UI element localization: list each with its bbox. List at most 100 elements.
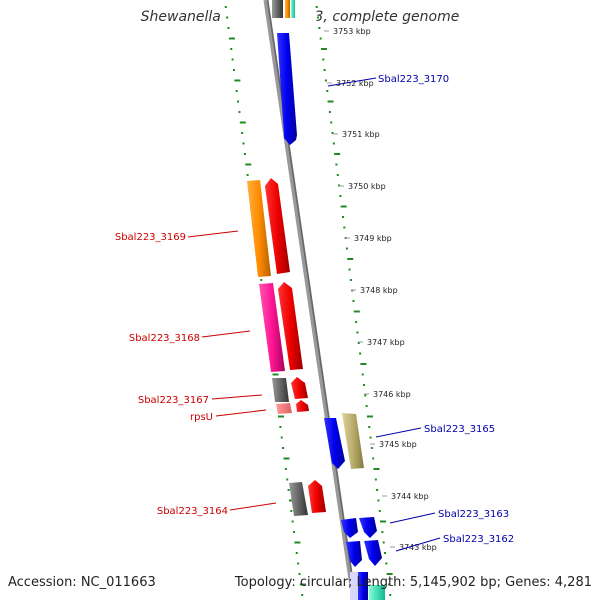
tick-label: 3745 kbp	[379, 440, 417, 449]
gc-dot	[380, 520, 387, 523]
gene-label-line	[327, 77, 377, 87]
gene-sbal223-3170[interactable]	[277, 33, 297, 145]
gene-label-line	[229, 502, 277, 511]
gc-dot	[286, 478, 289, 481]
gc-dot	[384, 552, 386, 554]
gc-dot	[299, 583, 306, 586]
gc-dot	[294, 541, 301, 544]
gene-sbal223-3162-b[interactable]	[364, 540, 382, 566]
gc-dot	[364, 394, 367, 397]
gene-rpsu-red[interactable]	[296, 400, 309, 412]
tick-label: 3753 kbp	[333, 27, 371, 36]
gene-sbal223-3165[interactable]	[324, 418, 345, 469]
gc-dot	[348, 268, 351, 271]
gc-dot	[278, 415, 285, 418]
gc-dot	[323, 69, 326, 71]
gc-dot	[297, 562, 300, 565]
backbone-line	[263, 0, 357, 600]
gene-sbal223-3169[interactable]	[247, 180, 271, 277]
gene-label-line	[211, 394, 263, 400]
tick-label: 3748 kbp	[360, 286, 398, 295]
gene-sbal223-3169-red[interactable]	[265, 178, 290, 274]
gc-dot	[369, 436, 372, 439]
gene-sbal223-3168[interactable]	[259, 283, 285, 372]
tick-label: 3746 kbp	[373, 390, 411, 399]
tick-label: 3750 kbp	[348, 182, 386, 191]
gc-dot	[357, 342, 360, 344]
gc-dot	[335, 163, 338, 166]
gene-labels: Sbal223_3170 Sbal223_3169 Sbal223_3168 Sbal…	[115, 74, 514, 552]
gene-sbal223-3162[interactable]	[346, 541, 362, 567]
gc-dot	[238, 111, 241, 113]
gc-dot	[385, 562, 388, 565]
gc-dot	[319, 37, 322, 40]
gc-dot	[291, 520, 294, 523]
tick-label: 3747 kbp	[367, 338, 405, 347]
tick-label: 3744 kbp	[391, 492, 429, 501]
gc-dot	[342, 216, 344, 218]
gene-bottom-blue[interactable]	[358, 572, 368, 600]
gc-dot	[349, 279, 352, 281]
gc-dot	[224, 6, 227, 8]
gene-top-gray[interactable]	[272, 0, 283, 18]
gc-dot	[368, 426, 371, 428]
gc-dot	[365, 405, 368, 407]
gc-dot	[322, 58, 325, 61]
gene-label: Sbal223_3168	[129, 333, 200, 344]
gc-dot	[361, 373, 364, 376]
gene-top-teal[interactable]	[291, 0, 295, 18]
gene-sbal223-3167[interactable]	[272, 378, 289, 402]
gc-dot	[239, 121, 246, 124]
genome-summary-text: Topology: circular; Length: 5,145,902 bp…	[234, 575, 592, 590]
gene-label-line	[201, 330, 251, 338]
gc-dot	[382, 541, 385, 544]
gc-dot	[370, 447, 373, 449]
gene-top-orange[interactable]	[285, 0, 290, 18]
gene-sbal223-3168-red[interactable]	[278, 282, 303, 370]
gc-dot	[231, 58, 234, 61]
gc-dot	[235, 90, 238, 92]
gc-dot	[284, 468, 287, 470]
gc-dot	[232, 69, 235, 71]
gc-dot	[237, 100, 240, 103]
gene-sbal223-3164[interactable]	[289, 482, 308, 516]
gc-dot	[363, 384, 365, 386]
gene-sbal223-3164-red[interactable]	[308, 480, 326, 513]
gene-label-line	[395, 537, 441, 552]
gene-bottom-teal[interactable]	[369, 585, 385, 600]
gc-dot	[242, 142, 245, 145]
gc-dot	[287, 489, 290, 491]
map-band	[222, 0, 388, 600]
gene-label: Sbal223_3165	[424, 424, 495, 435]
gene-label-line	[389, 512, 436, 524]
gc-dot	[327, 100, 334, 103]
gene-label: Sbal223_3164	[157, 506, 228, 517]
gene-sbal223-3165-khaki[interactable]	[342, 413, 364, 469]
gene-label-line	[215, 409, 267, 417]
accession-text: Accession: NC_011663	[8, 575, 156, 590]
tick-label: 3752 kbp	[336, 79, 374, 88]
gene-sbal223-3167-red[interactable]	[291, 377, 308, 399]
gene-rpsu[interactable]	[276, 403, 292, 414]
gc-dot	[241, 132, 244, 134]
gc-dot	[366, 415, 373, 418]
gc-dot	[376, 489, 379, 491]
gc-dot	[280, 436, 283, 439]
gene-sbal223-3163[interactable]	[341, 518, 358, 538]
gene-label-line	[187, 230, 239, 238]
gc-dot	[345, 247, 348, 250]
gc-dot	[353, 310, 360, 313]
gene-sbal223-3163-b[interactable]	[359, 517, 377, 538]
gene-label: Sbal223_3169	[115, 232, 186, 243]
gc-dot	[318, 27, 321, 29]
gc-dot	[279, 426, 282, 428]
tick-label: 3743 kbp	[399, 543, 437, 552]
gc-dot	[377, 499, 380, 502]
gc-dot	[295, 552, 298, 554]
gc-dot	[243, 153, 246, 155]
gc-dot	[226, 16, 229, 19]
gc-dot	[334, 153, 341, 155]
gene-label: Sbal223_3170	[378, 74, 449, 85]
gc-dot	[328, 111, 331, 113]
gene-label: Sbal223_3163	[438, 509, 509, 520]
